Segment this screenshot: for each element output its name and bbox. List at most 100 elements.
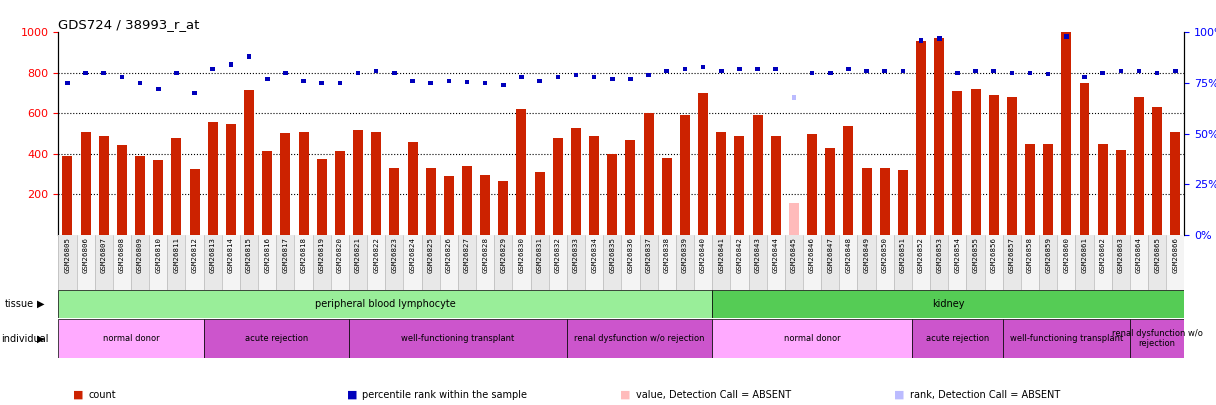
Bar (1166, 235, 1184, 290)
Text: normal donor: normal donor (784, 334, 840, 343)
Bar (713, 319, 912, 358)
Bar (897, 170, 908, 235)
Bar (607, 154, 618, 235)
Point (748, 66, 767, 72)
Text: GSM26848: GSM26848 (845, 237, 851, 273)
Bar (749, 235, 766, 290)
Text: ■: ■ (894, 390, 905, 400)
Bar (731, 235, 749, 290)
Point (638, 72, 658, 78)
Bar (263, 151, 272, 235)
Text: GSM26864: GSM26864 (1136, 237, 1142, 273)
Bar (153, 160, 163, 235)
Bar (713, 290, 1184, 318)
Bar (1098, 144, 1108, 235)
Text: GSM26821: GSM26821 (355, 237, 361, 273)
Bar (784, 235, 803, 290)
Text: GSM26823: GSM26823 (392, 237, 398, 273)
Point (167, 70, 186, 76)
Bar (585, 235, 603, 290)
Bar (643, 113, 654, 235)
Point (457, 79, 477, 85)
Point (512, 74, 531, 80)
Text: acute rejection: acute rejection (925, 334, 989, 343)
Bar (1152, 107, 1162, 235)
Point (947, 70, 967, 76)
Point (439, 78, 458, 84)
Bar (753, 115, 762, 235)
Point (57, 80, 77, 86)
Point (1038, 71, 1058, 77)
Point (567, 72, 586, 78)
Bar (58, 290, 713, 318)
Point (1166, 68, 1186, 74)
Bar (1075, 235, 1093, 290)
Point (1057, 33, 1076, 40)
Bar (967, 235, 985, 290)
Bar (930, 235, 948, 290)
Text: GSM26830: GSM26830 (518, 237, 524, 273)
Bar (203, 319, 349, 358)
Bar (572, 128, 581, 235)
Text: normal donor: normal donor (102, 334, 159, 343)
Text: GSM26861: GSM26861 (1081, 237, 1087, 273)
Bar (821, 235, 839, 290)
Point (711, 68, 731, 74)
Text: GSM26841: GSM26841 (719, 237, 725, 273)
Bar (839, 235, 857, 290)
Text: GSM26840: GSM26840 (700, 237, 706, 273)
Text: GSM26855: GSM26855 (973, 237, 979, 273)
Bar (494, 235, 512, 290)
Bar (985, 235, 1003, 290)
Point (1002, 70, 1021, 76)
Bar (426, 168, 435, 235)
Bar (676, 235, 694, 290)
Text: individual: individual (1, 334, 49, 343)
Point (313, 80, 332, 86)
Bar (548, 235, 567, 290)
Bar (517, 109, 527, 235)
Text: GSM26824: GSM26824 (410, 237, 416, 273)
Bar (404, 235, 422, 290)
Bar (208, 122, 218, 235)
Point (402, 78, 422, 84)
Point (929, 35, 948, 42)
Bar (698, 93, 708, 235)
Text: GSM26837: GSM26837 (646, 237, 652, 273)
Point (675, 66, 694, 72)
Bar (190, 169, 199, 235)
Text: GSM26859: GSM26859 (1046, 237, 1051, 273)
Bar (553, 138, 563, 235)
Point (130, 80, 150, 86)
Bar (1080, 83, 1090, 235)
Text: GSM26856: GSM26856 (991, 237, 997, 273)
Text: GSM26858: GSM26858 (1028, 237, 1034, 273)
Point (75, 70, 95, 76)
Bar (1148, 235, 1166, 290)
Point (258, 76, 277, 82)
Point (330, 80, 350, 86)
Bar (694, 235, 713, 290)
Bar (640, 235, 658, 290)
Point (276, 70, 295, 76)
Point (766, 66, 786, 72)
Text: GSM26853: GSM26853 (936, 237, 942, 273)
Bar (131, 235, 150, 290)
Bar (567, 235, 585, 290)
Text: percentile rank within the sample: percentile rank within the sample (362, 390, 528, 400)
Bar (530, 235, 548, 290)
Bar (916, 40, 927, 235)
Bar (766, 235, 784, 290)
Text: GSM26852: GSM26852 (918, 237, 924, 273)
Bar (385, 235, 404, 290)
Text: GSM26828: GSM26828 (483, 237, 488, 273)
Bar (625, 140, 636, 235)
Bar (95, 235, 113, 290)
Bar (462, 166, 472, 235)
Point (857, 68, 877, 74)
Bar (480, 175, 490, 235)
Point (1111, 68, 1131, 74)
Bar (970, 89, 980, 235)
Bar (1062, 32, 1071, 235)
Text: kidney: kidney (931, 299, 964, 309)
